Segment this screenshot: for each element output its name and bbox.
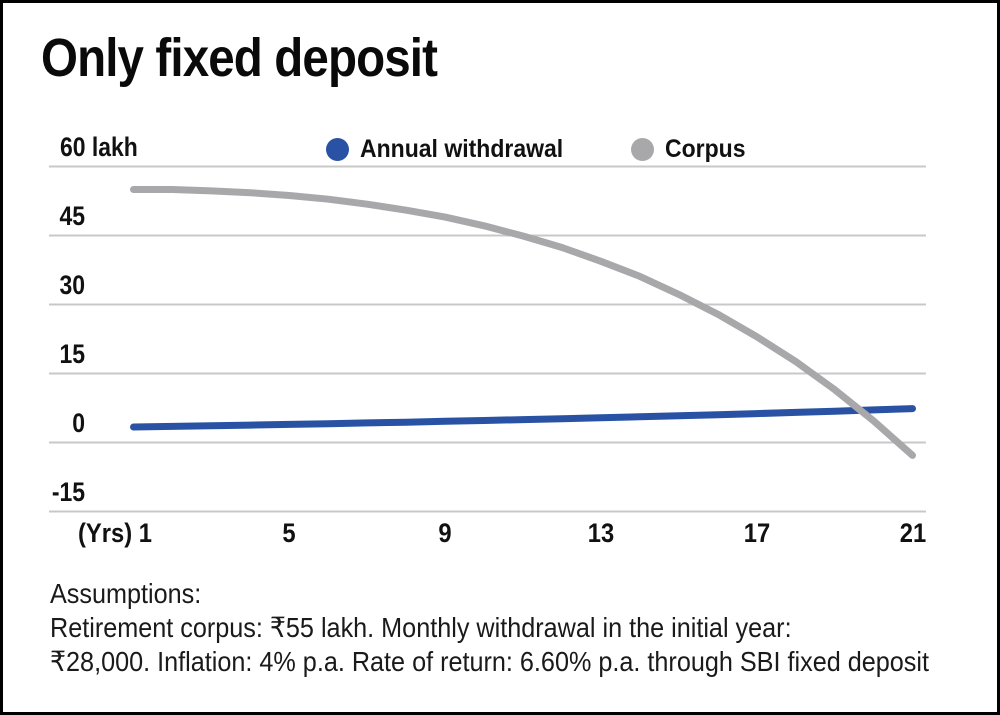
y-axis-label-minus-15: -15	[51, 476, 85, 507]
chart-title: Only fixed deposit	[41, 28, 438, 88]
x-axis-label-year-13: 13	[587, 518, 615, 548]
assumptions-line-3: ₹28,000. Inflation: 4% p.a. Rate of retu…	[50, 646, 929, 677]
legend-label-corpus: Corpus	[664, 135, 746, 163]
y-axis-label-0: 0	[72, 407, 85, 438]
corpus-line	[130, 186, 916, 459]
legend-label-annual-withdrawal: Annual withdrawal	[360, 135, 564, 163]
x-axis-label-year-17: 17	[743, 518, 770, 548]
legend-item-corpus: Corpus	[630, 135, 753, 164]
assumptions-line-1: Assumptions:	[50, 578, 202, 609]
annual-withdrawal-line	[130, 405, 916, 431]
corpus-dot-icon	[630, 138, 654, 161]
assumptions-note: Assumptions: Retirement corpus: ₹55 lakh…	[50, 577, 929, 679]
assumptions-line-2: Retirement corpus: ₹55 lakh. Monthly wit…	[50, 612, 792, 643]
y-axis-label-30: 30	[59, 269, 85, 300]
y-axis-label-45: 45	[59, 200, 85, 231]
chart-legend: Annual withdrawal Corpus	[326, 135, 752, 164]
legend-item-annual-withdrawal: Annual withdrawal	[326, 135, 581, 164]
y-axis-label-60-lakh: 60 lakh	[60, 131, 138, 162]
line-chart	[49, 165, 926, 513]
y-axis-label-15: 15	[59, 338, 85, 369]
x-axis-label-year-9: 9	[438, 518, 452, 548]
x-axis-tick-1: 1	[138, 518, 152, 548]
annual-withdrawal-dot-icon	[326, 138, 349, 161]
x-axis-label-year-1: (Yrs) 1	[2, 520, 152, 547]
horizontal-gridlines	[49, 165, 926, 513]
x-axis-unit-prefix: (Yrs)	[77, 518, 132, 548]
x-axis-label-year-21: 21	[899, 518, 926, 548]
x-axis-label-year-5: 5	[282, 518, 296, 548]
